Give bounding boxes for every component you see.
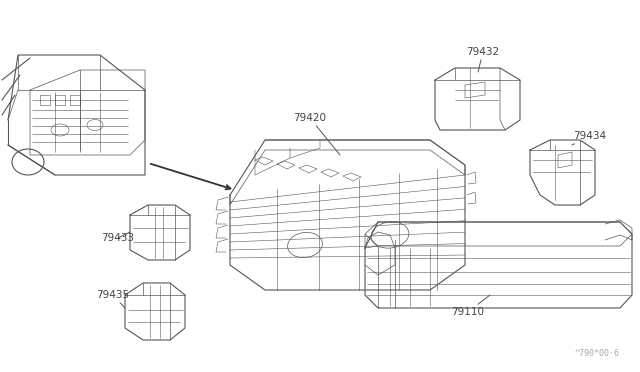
Text: 79434: 79434 xyxy=(572,131,607,145)
Text: 79432: 79432 xyxy=(467,47,500,72)
Text: 79433: 79433 xyxy=(101,232,134,243)
Text: 79110: 79110 xyxy=(451,295,490,317)
Text: ^790*00·6: ^790*00·6 xyxy=(575,349,620,358)
Text: 79420: 79420 xyxy=(294,113,340,155)
Text: 79435: 79435 xyxy=(97,290,129,308)
